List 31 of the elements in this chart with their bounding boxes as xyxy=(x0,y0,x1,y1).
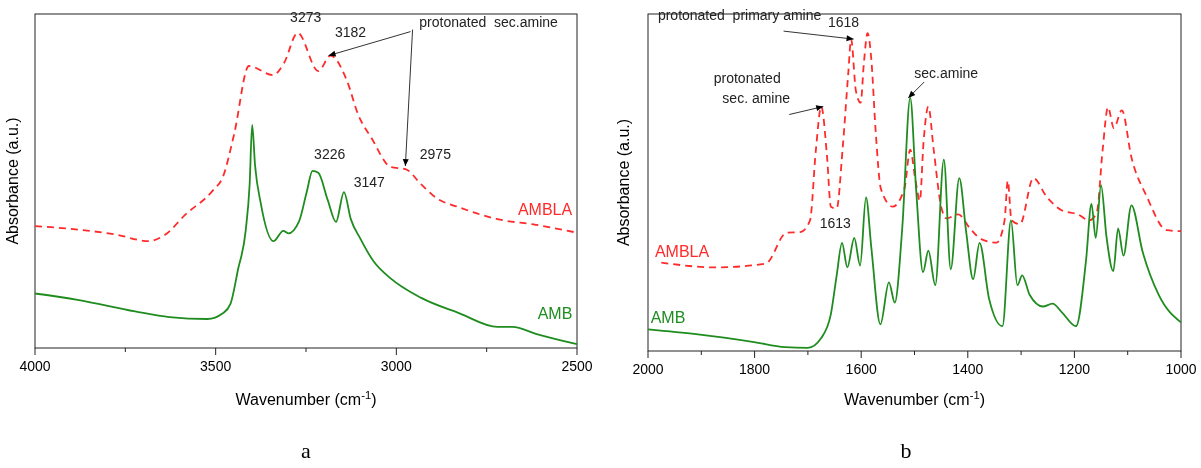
x-tick-label: 1000 xyxy=(1165,361,1197,377)
series-label: AMB xyxy=(537,305,573,322)
annotation: 1613 xyxy=(819,214,852,231)
x-axis-title: Wavenumber (cm$^{-1}$) xyxy=(844,389,985,408)
x-tick-label: 3500 xyxy=(200,358,232,374)
x-tick-label: 1200 xyxy=(1058,361,1091,377)
y-axis-title: Absorbance (a.u.) xyxy=(4,117,21,245)
annotation: 1618 xyxy=(828,14,860,31)
x-tick-label: 1800 xyxy=(739,361,771,377)
y-axis-title: Absorbance (a.u.) xyxy=(615,118,632,247)
x-tick-label: 2500 xyxy=(561,358,593,374)
text: b xyxy=(900,438,912,463)
series-label: AMBLA xyxy=(517,201,573,218)
x-tick-label: 1600 xyxy=(845,361,877,377)
x-tick-label: 4000 xyxy=(19,358,51,374)
annotation: 3182 xyxy=(334,23,367,40)
annotation: protonated sec.amine xyxy=(419,13,559,30)
annotation: 3273 xyxy=(290,8,322,25)
annotation: protonated primary amine xyxy=(657,7,822,24)
x-tick-label: 2000 xyxy=(632,361,664,377)
annotation: 3226 xyxy=(314,145,346,162)
annotation: 3147 xyxy=(353,174,385,191)
annotation: protonated sec. amine xyxy=(713,69,791,106)
series-label: AMBLA xyxy=(654,243,710,260)
annotation: 2975 xyxy=(419,146,452,163)
x-axis-title: Wavenumber (cm$^{-1}$) xyxy=(235,389,377,408)
x-tick-label: 3000 xyxy=(380,358,413,374)
text: a xyxy=(301,438,312,463)
x-tick-label: 1400 xyxy=(952,361,984,377)
annotation: sec.amine xyxy=(914,64,979,81)
series-label: AMB xyxy=(650,309,686,326)
